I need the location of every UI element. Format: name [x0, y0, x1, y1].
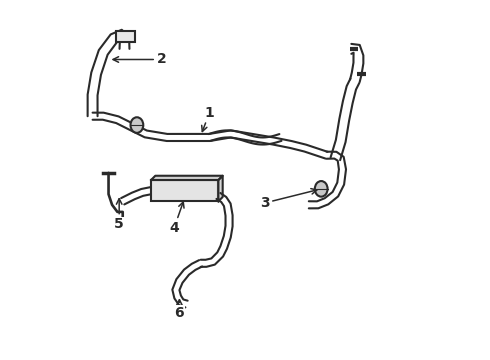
Text: 1: 1 [202, 105, 215, 131]
Text: 6: 6 [174, 300, 184, 320]
FancyBboxPatch shape [151, 180, 219, 201]
Ellipse shape [315, 181, 328, 197]
Text: 3: 3 [260, 189, 317, 210]
Text: 5: 5 [114, 199, 124, 231]
Text: 2: 2 [113, 53, 167, 67]
Text: 4: 4 [169, 202, 184, 235]
Polygon shape [151, 176, 222, 180]
Ellipse shape [130, 117, 143, 133]
Polygon shape [219, 176, 222, 201]
FancyBboxPatch shape [116, 31, 135, 42]
